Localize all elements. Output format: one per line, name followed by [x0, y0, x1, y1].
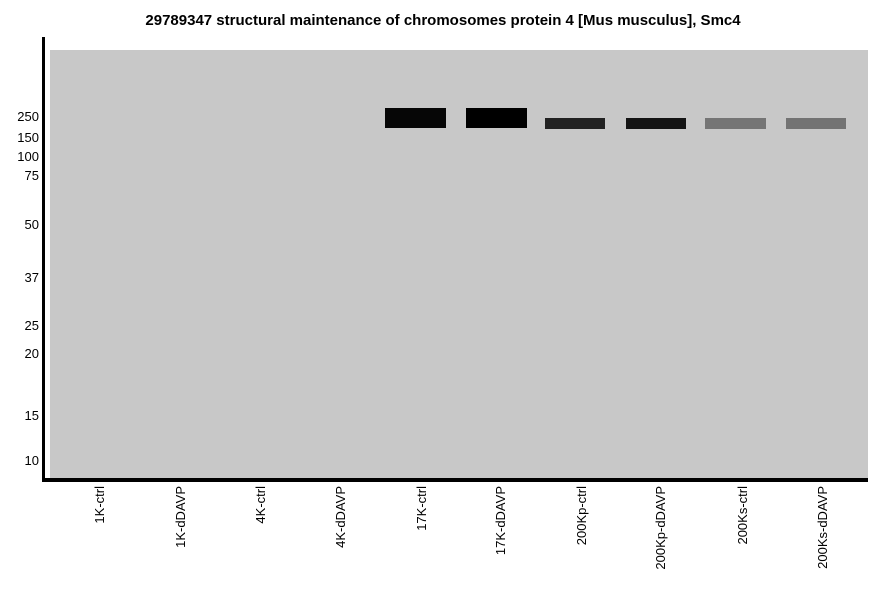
- mw-marker-label-250: 250: [17, 109, 39, 124]
- lane-label-200Ks-dDAVP: 200Ks-dDAVP: [814, 486, 830, 569]
- gel-band-17K-dDAVP: [466, 108, 527, 128]
- lane-label-1K-dDAVP: 1K-dDAVP: [172, 486, 188, 548]
- x-axis-line: [42, 478, 868, 482]
- gel-band-17K-ctrl: [385, 108, 446, 128]
- lane-label-4K-ctrl: 4K-ctrl: [252, 486, 268, 524]
- figure-title: 29789347 structural maintenance of chrom…: [145, 12, 741, 29]
- lane-label-17K-ctrl: 17K-ctrl: [413, 486, 429, 531]
- mw-marker-label-75: 75: [24, 168, 39, 183]
- mw-marker-label-50: 50: [24, 217, 39, 232]
- gel-band-200Ks-dDAVP: [786, 118, 846, 129]
- gel-plot-area: [50, 50, 868, 478]
- gel-band-200Kp-ctrl: [545, 118, 605, 129]
- mw-marker-label-20: 20: [24, 346, 39, 361]
- mw-marker-label-100: 100: [17, 149, 39, 164]
- mw-marker-label-25: 25: [24, 318, 39, 333]
- lane-label-1K-ctrl: 1K-ctrl: [91, 486, 107, 524]
- y-axis-line: [42, 37, 45, 482]
- lane-label-17K-dDAVP: 17K-dDAVP: [492, 486, 508, 556]
- gel-band-200Kp-dDAVP: [626, 118, 686, 129]
- lane-label-200Ks-ctrl: 200Ks-ctrl: [734, 486, 750, 545]
- gel-band-200Ks-ctrl: [705, 118, 766, 129]
- mw-marker-label-15: 15: [24, 408, 39, 423]
- lane-label-200Kp-ctrl: 200Kp-ctrl: [573, 486, 589, 546]
- mw-marker-label-37: 37: [24, 270, 39, 285]
- mw-marker-label-150: 150: [17, 130, 39, 145]
- mw-marker-label-10: 10: [24, 453, 39, 468]
- lane-label-4K-dDAVP: 4K-dDAVP: [332, 486, 348, 548]
- lane-label-200Kp-dDAVP: 200Kp-dDAVP: [652, 486, 668, 570]
